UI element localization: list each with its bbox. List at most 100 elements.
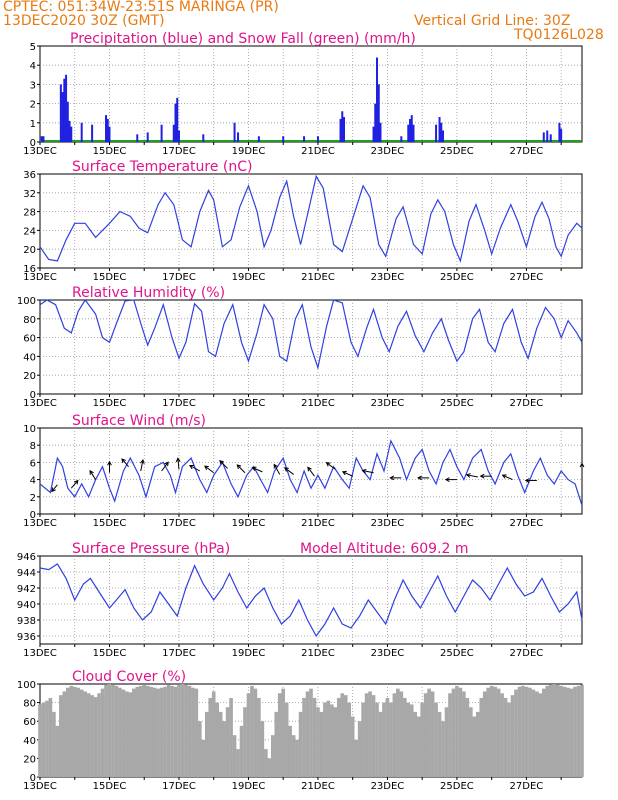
wind-arrow bbox=[252, 467, 263, 473]
precip-bar bbox=[233, 122, 236, 142]
precip-bar bbox=[70, 126, 73, 142]
cloud-bar bbox=[274, 711, 279, 777]
cloud-bar bbox=[104, 684, 108, 777]
cloud-bar bbox=[517, 686, 522, 777]
cloud-bar bbox=[291, 735, 296, 777]
cloud-bar bbox=[55, 725, 60, 777]
precip-ytick-label: 3 bbox=[30, 80, 36, 91]
wind-arrow bbox=[284, 467, 294, 475]
wind-arrow bbox=[236, 464, 246, 474]
cloud-bar bbox=[41, 702, 46, 777]
cloud-bar bbox=[132, 688, 136, 777]
rh-ytick-label: 20 bbox=[23, 371, 36, 382]
cloud-xtick-label: 25DEC bbox=[440, 781, 474, 792]
cloud-bar bbox=[142, 684, 147, 777]
cloud-bar bbox=[469, 707, 473, 777]
pres-xtick-label: 15DEC bbox=[93, 648, 127, 659]
wind-arrow bbox=[362, 470, 374, 474]
precip-xtick-label: 23DEC bbox=[371, 146, 405, 157]
pres-xtick-label: 17DEC bbox=[162, 648, 196, 659]
precip-bar bbox=[339, 118, 342, 142]
precip-bar bbox=[343, 117, 346, 142]
precip-xtick-label: 15DEC bbox=[93, 146, 127, 157]
temp-ytick-label: 32 bbox=[23, 189, 36, 200]
cloud-bar bbox=[343, 695, 348, 777]
cloud-bar bbox=[267, 758, 272, 777]
precip-frame bbox=[39, 45, 583, 143]
cloud-bar bbox=[76, 687, 81, 777]
cloud-bar bbox=[246, 693, 251, 777]
cloud-bar bbox=[159, 687, 164, 777]
cloud-bar bbox=[295, 739, 299, 777]
precip-bar bbox=[202, 134, 205, 142]
wind-arrow bbox=[189, 465, 201, 472]
rh-xtick-label: 21DEC bbox=[301, 398, 335, 409]
wind-xtick-label: 13DEC bbox=[23, 518, 57, 529]
precip-bar bbox=[42, 136, 45, 142]
precip-bar bbox=[376, 57, 379, 142]
cloud-bar bbox=[448, 693, 452, 777]
cloud-bar bbox=[236, 749, 240, 777]
cloud-bar bbox=[118, 687, 122, 777]
cloud-bar bbox=[204, 711, 209, 777]
cloud-bar bbox=[107, 684, 112, 777]
cloud-bar bbox=[319, 711, 324, 777]
cloud-ytick-label: 60 bbox=[23, 717, 36, 728]
cloud-bar bbox=[444, 707, 449, 777]
precip-bar bbox=[61, 92, 64, 142]
cloud-bar bbox=[548, 684, 553, 777]
precip-bar bbox=[442, 130, 445, 142]
cloud-bar bbox=[371, 695, 376, 777]
precip-bar bbox=[172, 124, 175, 142]
cloud-ytick-label: 80 bbox=[23, 699, 36, 710]
cloud-bar bbox=[284, 702, 289, 777]
pres-ytick-label: 944 bbox=[17, 568, 36, 579]
precip-bar bbox=[91, 124, 94, 142]
temp-frame bbox=[39, 173, 583, 269]
wind-arrowhead bbox=[189, 464, 194, 470]
wind-ytick-label: 10 bbox=[23, 424, 36, 435]
wind-arrowhead bbox=[273, 463, 278, 469]
cloud-bar bbox=[312, 697, 317, 777]
precip-bar bbox=[542, 132, 545, 142]
precip-bar bbox=[257, 136, 260, 142]
wind-arrow bbox=[51, 484, 58, 492]
cloud-bar bbox=[93, 697, 98, 777]
cloud-bar bbox=[198, 721, 202, 777]
wind-arrowhead bbox=[325, 462, 331, 467]
wind-xtick-label: 17DEC bbox=[162, 518, 196, 529]
pres-title: Surface Pressure (hPa) bbox=[72, 541, 230, 557]
wind-arrowhead bbox=[164, 461, 169, 467]
precip-ytick-label: 1 bbox=[30, 119, 36, 130]
cloud-bar bbox=[48, 697, 53, 777]
wind-arrow bbox=[273, 464, 281, 475]
wind-arrow bbox=[307, 467, 315, 477]
wind-arrow bbox=[342, 471, 353, 477]
cloud-bar bbox=[152, 687, 157, 777]
wind-xtick-label: 15DEC bbox=[93, 518, 127, 529]
wind-arrowhead bbox=[283, 467, 289, 472]
wind-xtick-label: 25DEC bbox=[440, 518, 474, 529]
cloud-bar bbox=[486, 687, 490, 777]
wind-arrowhead bbox=[204, 465, 209, 470]
cloud-bar bbox=[475, 711, 480, 777]
cloud-bar bbox=[350, 716, 355, 777]
precip-bar bbox=[177, 130, 180, 142]
rh-xtick-label: 17DEC bbox=[162, 398, 196, 409]
cloud-bar bbox=[111, 684, 115, 777]
precip-bar bbox=[412, 124, 415, 142]
cloud-bar bbox=[135, 686, 140, 777]
temp-line bbox=[39, 174, 583, 263]
wind-arrow bbox=[121, 458, 129, 468]
precip-bar bbox=[146, 132, 149, 142]
precip-bar bbox=[68, 120, 71, 142]
cloud-bar bbox=[194, 688, 199, 777]
cloud-xtick-label: 21DEC bbox=[301, 781, 335, 792]
cloud-bar bbox=[368, 691, 372, 777]
cloud-bar bbox=[302, 697, 306, 777]
cloud-bar bbox=[552, 684, 557, 777]
cloud-bar bbox=[514, 689, 518, 777]
precip-bar bbox=[549, 134, 552, 142]
cloud-bar bbox=[437, 711, 442, 777]
